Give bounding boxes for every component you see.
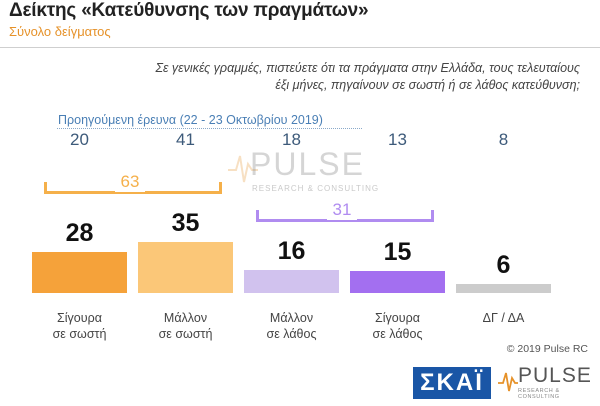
category-label-1: Σίγουρα σε σωστή [52,311,107,341]
bar-value-5: 6 [496,251,511,280]
watermark-logo: PULSE [250,146,365,182]
group-total-1: 63 [114,172,146,192]
bar-5 [456,284,551,293]
bar-value-3: 16 [277,236,306,265]
previous-value-1: 20 [70,130,89,149]
bar-4 [350,271,445,293]
previous-value-3: 18 [282,130,301,149]
bar-value-1: 28 [65,219,94,248]
previous-value-2: 41 [176,130,195,149]
group-total-2: 31 [326,200,358,220]
chart-subtitle: Σύνολο δείγματος [9,24,111,39]
pulse-wave-icon [498,372,518,392]
watermark-tagline: RESEARCH & CONSULTING [252,184,380,193]
pulse-logo: PULSE [518,364,592,387]
category-label-3: Μάλλον σε λάθος [266,311,317,341]
previous-survey-rule [57,128,362,129]
previous-survey-label: Προηγούμενη έρευνα (22 - 23 Οκτωβρίου 20… [58,113,323,127]
copyright-note: © 2019 Pulse RC [506,343,588,355]
category-label-5: ΔΓ / ΔΑ [482,311,525,325]
survey-question-line-2: έξι μήνες, πηγαίνουν σε σωστή ή σε λάθος… [275,78,580,92]
category-label-4: Σίγουρα σε λάθος [372,311,423,341]
skai-logo: ΣΚΑΪ [413,367,491,399]
category-label-2: Μάλλον σε σωστή [158,311,213,341]
bar-2 [138,241,233,293]
header-divider [0,47,600,48]
bar-3 [244,269,339,293]
survey-question-line-1: Σε γενικές γραμμές, πιστεύετε ότι τα πρά… [155,61,580,75]
bar-value-2: 35 [171,208,200,237]
chart-title: Δείκτης «Κατεύθυνσης των πραγμάτων» [9,0,369,21]
survey-question: Σε γενικές γραμμές, πιστεύετε ότι τα πρά… [60,60,580,94]
bar-value-4: 15 [383,238,412,267]
watermark-pulse-wave-icon [228,155,258,183]
previous-value-5: 8 [498,130,509,149]
previous-value-4: 13 [388,130,407,149]
pulse-logo-tagline: RESEARCH & CONSULTING [518,388,560,400]
bar-1 [32,252,127,293]
